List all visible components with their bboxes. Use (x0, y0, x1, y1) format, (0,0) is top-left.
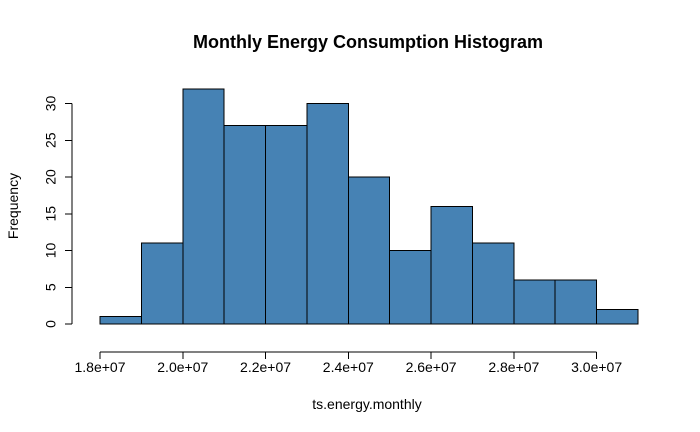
x-tick-label: 2.8e+07 (488, 359, 539, 375)
y-axis-label: Frequency (5, 173, 21, 239)
x-tick-label: 1.8e+07 (75, 359, 126, 375)
x-tick-label: 3.0e+07 (571, 359, 622, 375)
y-axis: 0 5 10 15 20 25 30 (43, 96, 73, 328)
histogram-bar (389, 250, 432, 325)
histogram-bar (306, 103, 349, 325)
x-tick-label: 2.6e+07 (406, 359, 457, 375)
y-tick-label: 10 (43, 243, 59, 259)
histogram-bar (471, 242, 515, 325)
y-tick-label: 30 (43, 96, 59, 112)
x-axis: 1.8e+07 2.0e+07 2.2e+07 2.4e+07 2.6e+07 2.8e+… (75, 351, 622, 375)
histogram-bar (596, 308, 639, 325)
histogram-bar (223, 125, 267, 325)
x-tick-label: 2.2e+07 (240, 359, 291, 375)
histogram-bar (99, 316, 142, 325)
y-tick-label: 15 (43, 206, 59, 222)
histogram-bar (182, 88, 225, 325)
bars-layer (99, 88, 639, 325)
histogram-bar (140, 242, 184, 325)
y-tick-label: 25 (43, 132, 59, 148)
histogram-bar (554, 279, 598, 325)
histogram-bar (347, 176, 391, 325)
histogram-bar (430, 205, 473, 325)
y-tick-label: 0 (43, 320, 59, 328)
y-tick-label: 5 (43, 283, 59, 291)
chart-title: Monthly Energy Consumption Histogram (193, 32, 543, 52)
x-tick-label: 2.0e+07 (157, 359, 208, 375)
y-tick-label: 20 (43, 169, 59, 185)
x-tick-label: 2.4e+07 (323, 359, 374, 375)
x-axis-label: ts.energy.monthly (312, 396, 421, 412)
histogram-bar (513, 279, 556, 325)
histogram-bar (265, 125, 308, 325)
